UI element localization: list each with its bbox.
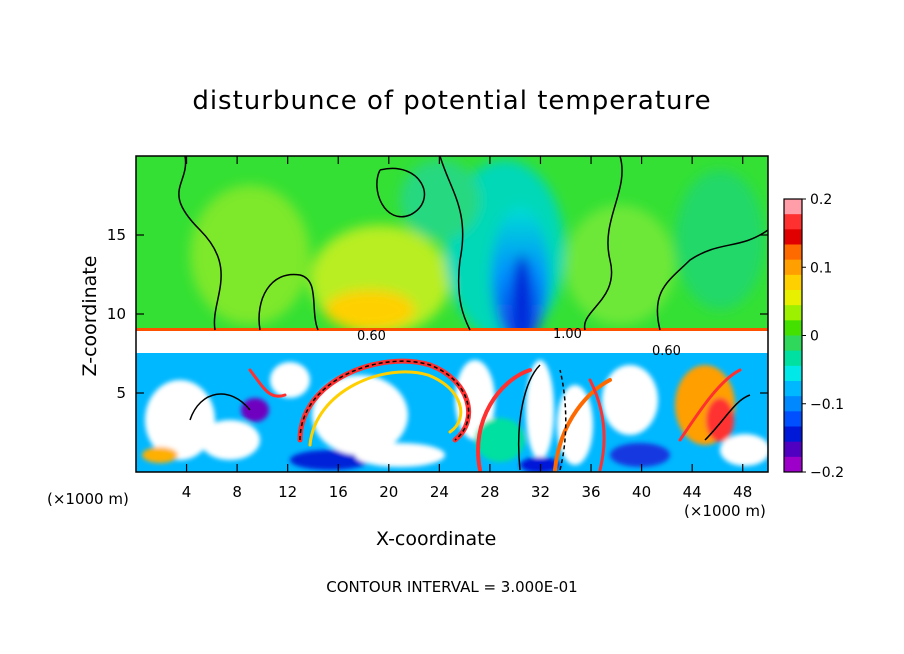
colorbar-swatch — [784, 305, 802, 321]
x-tick-label: 28 — [480, 483, 499, 501]
x-tick-label: 12 — [278, 483, 297, 501]
y-tick-label: 15 — [107, 226, 126, 244]
colorbar-tick-label: 0.2 — [810, 192, 832, 208]
x-tick-label: 48 — [733, 483, 752, 501]
colorbar-swatch — [784, 456, 802, 473]
y-unit-label: (×1000 m) — [47, 490, 129, 508]
x-tick-label: 36 — [581, 483, 600, 501]
y-axis-label: Z-coordinate — [79, 255, 101, 377]
chart-title: disturbunce of potential temperature — [192, 86, 712, 116]
colorbar-swatch — [784, 244, 802, 261]
plot-field: 0.60 0.60 1.00 — [136, 156, 768, 472]
x-tick-label: 8 — [232, 483, 242, 501]
colorbar-swatch — [784, 290, 802, 306]
colorbar-swatch — [784, 381, 802, 397]
contour-interval: CONTOUR INTERVAL = 3.000E-01 — [326, 578, 578, 596]
y-tick-label: 5 — [116, 384, 126, 402]
colorbar-swatch — [784, 214, 802, 230]
colorbar-swatch — [784, 259, 802, 276]
x-axis-label: X-coordinate — [376, 528, 497, 550]
contour-label: 1.00 — [553, 327, 582, 342]
y-tick-labels: 5 10 15 — [107, 226, 126, 402]
colorbar-swatch — [784, 426, 802, 443]
x-tick-label: 44 — [683, 483, 702, 501]
upper-shading — [190, 160, 765, 345]
x-unit-label: (×1000 m) — [684, 502, 766, 520]
x-tick-label: 16 — [329, 483, 348, 501]
contour-lines — [178, 156, 768, 471]
colorbar-swatch — [784, 335, 802, 352]
colorbar-swatch — [784, 320, 802, 336]
x-tick-label: 24 — [430, 483, 449, 501]
colorbar-swatch — [784, 396, 802, 412]
colorbar-swatch — [784, 411, 802, 427]
colorbar-tick-label: −0.2 — [810, 465, 844, 481]
interface-band — [136, 331, 768, 353]
x-ticks — [185, 156, 744, 472]
contour-label: 0.60 — [357, 329, 386, 344]
colorbar-swatch — [784, 229, 802, 245]
colorbar-swatch — [784, 365, 802, 382]
colorbar-ticks: 0.2 0.1 0 −0.1 −0.2 — [802, 192, 844, 481]
y-tick-label: 10 — [107, 305, 126, 323]
colorbar-tick-label: 0 — [810, 329, 819, 345]
x-tick-label: 40 — [632, 483, 651, 501]
colorbar-tick-label: −0.1 — [810, 397, 844, 413]
colorbar — [783, 198, 803, 473]
colorbar-swatch — [784, 199, 802, 215]
x-tick-label: 4 — [182, 483, 192, 501]
x-tick-labels: 4 8 12 16 20 24 28 32 36 40 44 48 — [182, 483, 752, 501]
x-tick-label: 32 — [531, 483, 550, 501]
contour-label: 0.60 — [652, 344, 681, 359]
y-ticks — [136, 234, 768, 394]
x-tick-label: 20 — [379, 483, 398, 501]
colorbar-swatch — [784, 441, 802, 458]
colorbar-swatch — [784, 274, 802, 291]
colorbar-swatch — [784, 350, 802, 367]
colorbar-tick-label: 0.1 — [810, 260, 832, 276]
